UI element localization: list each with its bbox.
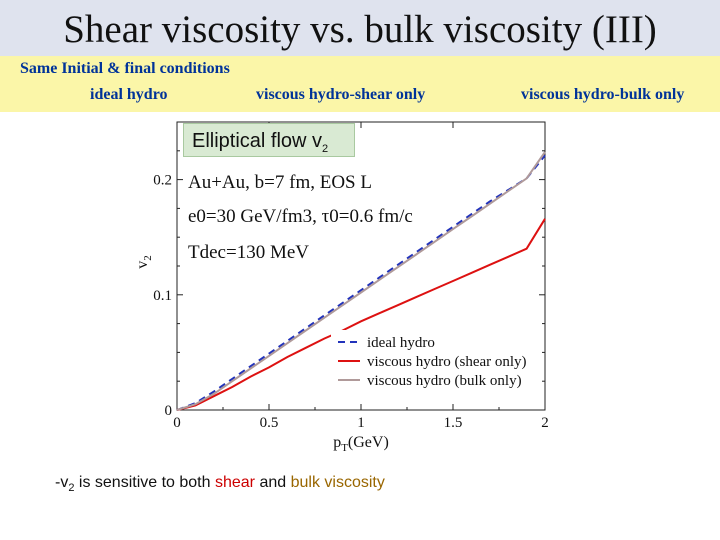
legend-band	[0, 56, 720, 112]
x-axis-label: pT(GeV)	[333, 434, 389, 454]
x-tick-label: 1.5	[444, 415, 463, 431]
x-tick-label: 0.5	[260, 415, 279, 431]
note-sub: 2	[68, 482, 75, 495]
annotation-collision: Au+Au, b=7 fm, EOS L	[188, 172, 372, 193]
y-tick-label: 0.2	[153, 173, 172, 189]
legend-label-bulk: viscous hydro-bulk only	[521, 86, 685, 103]
note-and: and	[255, 474, 291, 491]
conclusion-note: -v2 is sensitive to both shear and bulk …	[55, 474, 385, 494]
note-bulk: bulk viscosity	[290, 474, 385, 491]
x-tick-label: 2	[541, 415, 549, 431]
y-tick-label: 0	[165, 403, 173, 419]
y-tick-label: 0.1	[153, 288, 172, 304]
x-tick-label: 0	[173, 415, 181, 431]
series-line-0	[176, 154, 546, 411]
legend-label-ideal: ideal hydro	[90, 86, 168, 103]
chart-legend-label-1: viscous hydro (shear only)	[367, 354, 527, 370]
note-shear: shear	[214, 474, 255, 491]
flow-label: Elliptical flow v	[192, 130, 323, 152]
note-mid: is sensitive to both	[74, 474, 215, 491]
series-line-1	[176, 218, 546, 411]
note-prefix: -v	[55, 474, 69, 491]
chart-legend-bg	[331, 330, 539, 398]
flow-label-sub: 2	[322, 143, 329, 155]
annotation-tdec: Tdec=130 MeV	[188, 242, 309, 263]
elliptical-flow-box: Elliptical flow v2	[183, 123, 355, 157]
chart-legend-label-2: viscous hydro (bulk only)	[367, 373, 522, 389]
legend-label-shear: viscous hydro-shear only	[256, 86, 426, 103]
slide-title: Shear viscosity vs. bulk viscosity (III)	[0, 0, 720, 56]
subtitle: Same Initial & final conditions	[20, 60, 230, 77]
y-axis-label: v2	[134, 255, 154, 269]
chart-legend-label-0: ideal hydro	[367, 335, 435, 351]
annotation-energy: e0=30 GeV/fm3, τ0=0.6 fm/c	[188, 206, 413, 227]
series-line-2	[176, 151, 546, 411]
x-tick-label: 1	[357, 415, 365, 431]
